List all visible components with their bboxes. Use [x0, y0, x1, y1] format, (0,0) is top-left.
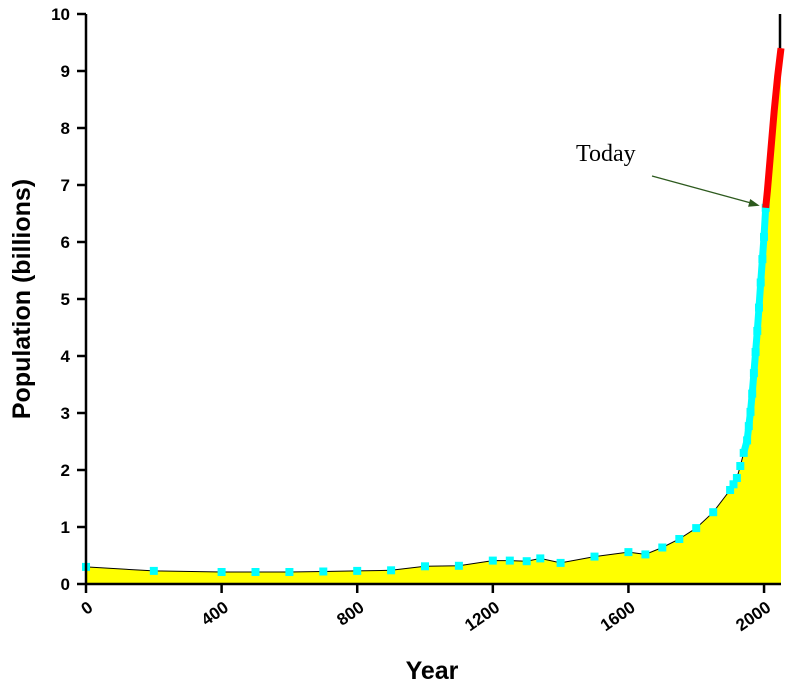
x-tick-label: 0 [78, 598, 97, 619]
data-point-marker [709, 508, 718, 517]
y-tick-label: 9 [61, 62, 70, 81]
x-tick-label: 2000 [732, 598, 774, 635]
y-tick-label: 8 [61, 119, 70, 138]
y-tick-label: 10 [51, 5, 70, 24]
data-point-marker [692, 524, 701, 533]
population-outline [85, 48, 782, 573]
y-tick-label: 3 [61, 404, 70, 423]
y-tick-label: 4 [61, 347, 71, 366]
modern-data-segment [740, 207, 770, 454]
x-tick-label: 1600 [597, 598, 639, 635]
data-point-marker [726, 486, 735, 494]
data-point-marker [736, 462, 745, 470]
y-tick-label: 7 [61, 176, 70, 195]
data-point-marker [732, 474, 741, 482]
y-tick-label: 0 [61, 575, 70, 594]
data-point-marker [641, 550, 650, 559]
historical-markers [82, 203, 770, 576]
data-point-marker [675, 535, 684, 543]
population-area-fill [86, 48, 781, 584]
y-axis-ticks: 0 1 2 3 4 5 6 7 8 9 10 [51, 5, 86, 594]
y-axis-title: Population (billions) [8, 179, 36, 419]
data-point-marker [217, 568, 226, 576]
data-point-marker [522, 557, 531, 566]
data-point-marker [658, 543, 667, 552]
data-point-marker [387, 566, 396, 575]
data-point-marker [319, 567, 328, 576]
data-point-marker [149, 566, 158, 575]
plot-area [82, 14, 785, 584]
x-axis-ticks: 0 400 800 1200 1600 2000 [78, 584, 774, 635]
x-tick-label: 1200 [461, 598, 503, 635]
data-point-marker [251, 568, 260, 576]
data-point-marker [421, 562, 429, 571]
data-point-marker [505, 556, 514, 565]
x-tick-label: 400 [198, 598, 232, 630]
y-tick-label: 6 [61, 233, 70, 252]
y-tick-label: 5 [61, 290, 70, 309]
x-tick-label: 800 [333, 598, 367, 630]
data-point-marker [536, 554, 545, 563]
data-point-marker [488, 556, 497, 565]
y-tick-label: 2 [61, 461, 70, 480]
today-annotation-arrow [651, 175, 754, 205]
today-arrowhead [748, 199, 760, 207]
today-annotation-label: Today [576, 141, 636, 167]
y-tick-label: 1 [61, 518, 70, 537]
x-axis-title: Year [406, 657, 459, 685]
data-point-marker [285, 568, 294, 576]
data-point-marker [729, 480, 738, 489]
projection-line [762, 47, 785, 209]
data-point-marker [556, 558, 565, 567]
data-point-marker [353, 566, 362, 575]
data-point-marker [454, 561, 463, 570]
data-point-marker [590, 552, 599, 561]
data-point-marker [624, 548, 633, 557]
